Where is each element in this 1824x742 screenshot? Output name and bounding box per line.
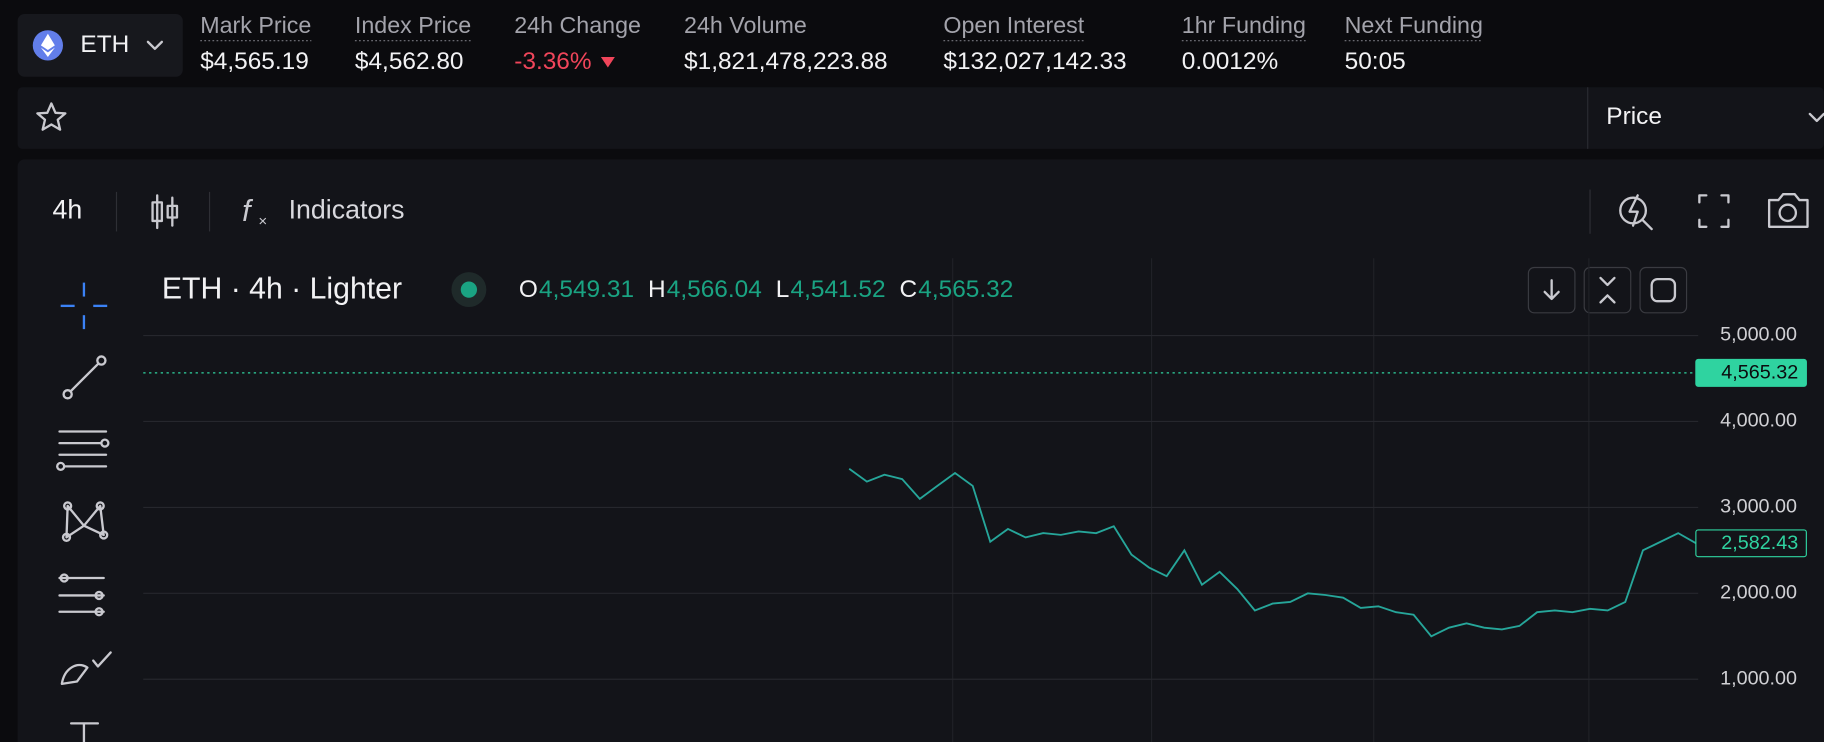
candle-type-icon[interactable] (151, 194, 179, 230)
ohlc-name: O (519, 276, 538, 303)
collapse-button[interactable] (1583, 266, 1632, 314)
stat-label: 24h Change (514, 12, 641, 38)
scroll-button[interactable] (1527, 266, 1576, 314)
trendline-tool[interactable] (62, 355, 107, 400)
fullscreen-icon[interactable] (1698, 194, 1730, 228)
ohlc-value: 4,549.31 (539, 276, 634, 303)
ohlc-legend: O 4,549.31 H 4,566.04 L 4,541.52 C 4,565.32 (519, 276, 1013, 303)
reset-icon (1650, 277, 1677, 303)
stat-label: Index Price (355, 12, 471, 38)
brush-tool[interactable] (60, 651, 112, 686)
symbol: ETH (80, 31, 129, 58)
y-tick-label: 4,000.00 (1720, 410, 1797, 432)
y-tick-label: 5,000.00 (1720, 324, 1797, 346)
fx-icon[interactable]: f (242, 195, 253, 228)
stat-label: Open Interest (943, 12, 1084, 38)
stat-value: $4,565.19 (200, 48, 309, 75)
alert-icon[interactable] (1619, 194, 1653, 231)
y-tick-label: 3,000.00 (1720, 496, 1797, 518)
down-triangle (600, 56, 615, 68)
price-line (848, 467, 1697, 638)
text-tool[interactable] (69, 722, 100, 742)
chart-buttons (1527, 266, 1688, 314)
stat-label: 1hr Funding (1182, 12, 1306, 38)
stat-value: 50:05 (1345, 48, 1406, 75)
collapse-icon (1599, 276, 1616, 304)
chart-title: ETH · 4h · Lighter (162, 273, 402, 306)
reset-button[interactable] (1639, 266, 1688, 314)
fib-tool[interactable] (56, 430, 110, 472)
interval[interactable]: 4h (53, 195, 83, 225)
stat-value: $132,027,142.33 (943, 48, 1126, 75)
ohlc-value: 4,565.32 (918, 276, 1013, 303)
favorites-bar (17, 87, 1824, 149)
price-label-box (1695, 529, 1807, 558)
star-icon[interactable] (36, 102, 67, 131)
eth-glyph (40, 33, 55, 57)
plot: 1,000.00 2,000.00 3,000.00 4,000.00 5,000.00… (143, 258, 1807, 742)
pattern-tool[interactable] (61, 501, 109, 542)
stat-value: -3.36% (514, 48, 591, 75)
arrow-icon (1543, 279, 1560, 301)
fx-icon-sub: × (258, 213, 267, 230)
stat-label: 24h Volume (684, 12, 807, 38)
stat-label: Mark Price (200, 12, 311, 38)
y-tick-label: 1,000.00 (1720, 667, 1797, 689)
crosshair-tool[interactable] (60, 282, 108, 330)
symbol-selector[interactable] (17, 13, 183, 77)
price-label: 4,565.32 (1721, 362, 1798, 384)
projection-tool[interactable] (58, 573, 105, 617)
screenshot-icon[interactable] (1767, 193, 1809, 228)
chevron (146, 40, 164, 51)
stat-value: $4,562.80 (355, 48, 464, 75)
y-tick-label: 2,000.00 (1720, 582, 1797, 604)
stat-value: 0.0012% (1182, 48, 1278, 75)
ohlc-value: 4,541.52 (791, 276, 886, 303)
chevron (1808, 112, 1824, 123)
chart-panel (17, 159, 1824, 742)
ohlc-name: C (900, 276, 918, 303)
ohlc-name: H (648, 276, 666, 303)
price-label-box (1695, 358, 1807, 387)
status-dot (460, 281, 478, 298)
price-label: 2,582.43 (1721, 532, 1798, 554)
ohlc-name: L (776, 276, 790, 303)
ohlc-value: 4,566.04 (667, 276, 762, 303)
view-select[interactable]: Price (1606, 103, 1662, 130)
indicators-button[interactable]: Indicators (289, 195, 405, 225)
stat-label: Next Funding (1345, 12, 1483, 38)
stat-value: $1,821,478,223.88 (684, 48, 888, 75)
stats: Mark Price $4,565.19 Index Price $4,562.80 2… (200, 12, 1483, 75)
